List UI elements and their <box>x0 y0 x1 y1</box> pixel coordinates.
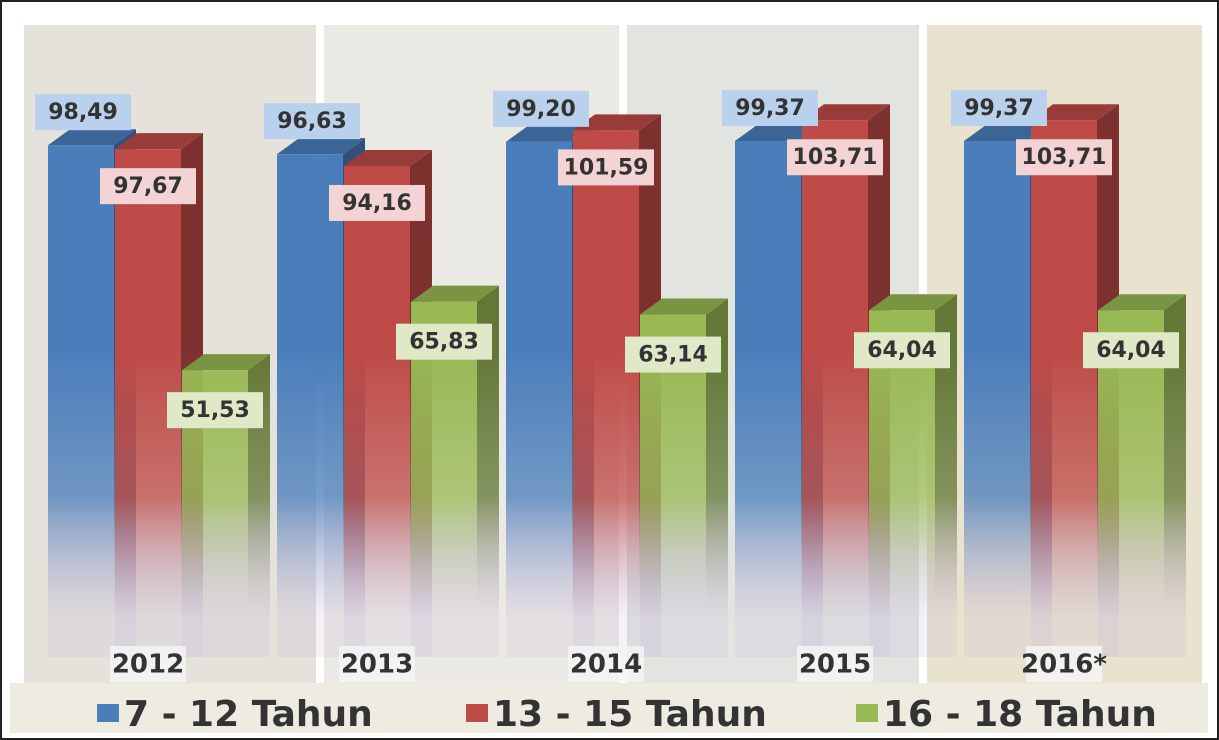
legend-swatch <box>466 704 488 722</box>
legend-label: 16 - 18 Tahun <box>883 694 1157 735</box>
value-label: 64,04 <box>1096 338 1166 363</box>
bar-front <box>48 145 114 657</box>
value-label: 64,04 <box>867 338 937 363</box>
bar-front <box>1031 120 1097 657</box>
chart: 98,49 97,67 51,53 2012 96,63 94,16 65,83 2013 99… <box>0 0 1219 740</box>
x-tick-label: 2016* <box>1021 650 1107 680</box>
bar-front <box>735 141 801 657</box>
bar-front <box>573 130 639 657</box>
legend-label: 13 - 15 Tahun <box>493 694 767 735</box>
value-label: 96,63 <box>277 109 347 134</box>
value-label: 103,71 <box>1022 145 1107 170</box>
bar-front <box>344 166 410 657</box>
value-label: 103,71 <box>793 145 878 170</box>
value-label: 51,53 <box>180 398 250 423</box>
bar-front <box>802 120 868 657</box>
x-tick-label: 2015 <box>799 650 871 680</box>
x-tick-label: 2014 <box>570 650 642 680</box>
x-tick-label: 2012 <box>112 650 184 680</box>
value-label: 98,49 <box>48 100 118 125</box>
legend-label: 7 - 12 Tahun <box>124 694 373 735</box>
value-label: 97,67 <box>113 174 183 199</box>
value-label: 99,20 <box>506 97 576 122</box>
value-label: 99,37 <box>964 96 1034 121</box>
bar-front <box>964 141 1030 657</box>
legend-swatch <box>856 704 878 722</box>
value-label: 65,83 <box>409 330 479 355</box>
value-label: 63,14 <box>638 343 708 368</box>
value-label: 94,16 <box>342 191 412 216</box>
legend-swatch <box>97 704 119 722</box>
bar-front <box>277 154 343 657</box>
value-label: 99,37 <box>735 96 805 121</box>
value-label: 101,59 <box>564 155 649 180</box>
x-tick-label: 2013 <box>341 650 413 680</box>
bar-front <box>506 142 572 657</box>
